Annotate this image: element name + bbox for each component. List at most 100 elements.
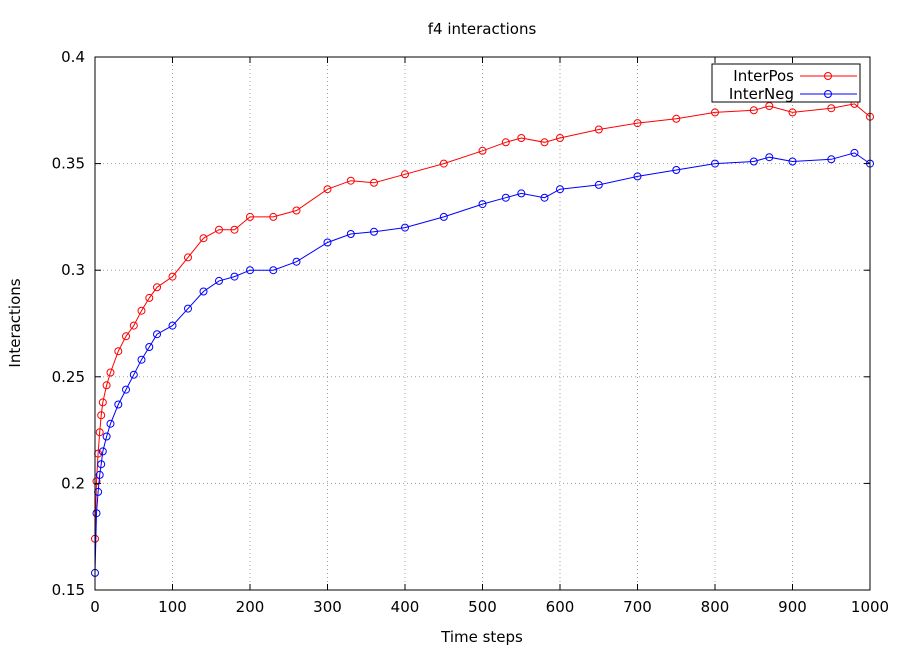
data-point-interpos <box>749 106 758 115</box>
data-point-interneg <box>323 238 332 247</box>
grid <box>95 57 870 590</box>
data-point-interpos <box>711 108 719 117</box>
data-point-interpos <box>168 272 177 281</box>
series-interpos <box>91 99 874 543</box>
x-tick-label: 0 <box>90 598 100 616</box>
chart-title: f4 interactions <box>428 20 537 38</box>
data-point-interneg <box>346 230 355 238</box>
data-point-interneg <box>765 153 774 162</box>
data-point-interneg <box>292 257 301 266</box>
x-tick-label: 500 <box>468 598 497 616</box>
series-line-interneg <box>94 152 871 573</box>
data-point-interneg <box>106 419 115 428</box>
data-point-interneg <box>501 193 510 202</box>
y-tick-label: 0.15 <box>52 581 85 599</box>
data-point-interneg <box>145 343 154 351</box>
data-point-interpos <box>517 134 526 142</box>
data-point-interneg <box>98 447 107 456</box>
x-tick-label: 300 <box>313 598 342 616</box>
data-point-interpos <box>92 477 101 486</box>
data-point-interneg <box>827 155 836 164</box>
data-point-interpos <box>184 253 192 262</box>
data-point-interpos <box>137 306 146 315</box>
data-point-interpos <box>370 178 378 187</box>
data-point-interpos <box>292 206 301 215</box>
data-point-interneg <box>114 400 123 409</box>
x-tick-labels: 0 100 200 300 400 500 600 700 800 900 1000 <box>90 598 889 616</box>
data-point-interneg <box>370 227 378 236</box>
data-point-interneg <box>129 370 138 379</box>
data-point-interneg <box>122 385 130 394</box>
y-tick-label: 0.2 <box>61 474 85 492</box>
data-point-interneg <box>517 189 526 198</box>
legend-box <box>711 63 861 103</box>
y-tick-labels: 0.15 0.2 0.25 0.3 0.35 0.4 <box>52 48 85 599</box>
data-point-interneg <box>711 159 719 168</box>
plot-frame <box>94 56 871 591</box>
data-point-interneg <box>102 432 111 441</box>
data-point-interpos <box>827 104 836 113</box>
data-point-interpos <box>199 234 208 243</box>
data-point-interpos <box>323 185 332 194</box>
x-tick-label: 200 <box>236 598 265 616</box>
data-point-interpos <box>153 283 161 292</box>
data-point-interneg <box>850 148 859 157</box>
data-point-interpos <box>95 428 104 437</box>
data-point-interpos <box>672 114 681 123</box>
data-point-interpos <box>478 146 487 155</box>
data-point-interneg <box>215 276 223 285</box>
data-point-interpos <box>633 119 642 128</box>
data-point-interneg <box>92 509 101 518</box>
data-point-interneg <box>672 166 681 174</box>
data-point-interpos <box>556 134 564 142</box>
data-point-interpos <box>122 332 130 341</box>
data-point-interneg <box>478 200 487 209</box>
data-point-interpos <box>97 411 106 420</box>
data-point-interneg <box>95 470 104 479</box>
data-point-interpos <box>215 225 223 234</box>
data-point-interneg <box>269 266 278 275</box>
data-point-interneg <box>153 330 161 339</box>
y-axis-label: Interactions <box>6 278 24 367</box>
data-point-interpos <box>346 176 355 185</box>
data-point-interpos <box>106 368 115 377</box>
data-point-interpos <box>501 138 510 147</box>
data-point-interpos <box>439 159 448 168</box>
y-tick-label: 0.3 <box>61 261 85 279</box>
data-point-interneg <box>184 304 192 313</box>
data-point-interpos <box>98 398 107 407</box>
x-tick-label: 800 <box>701 598 730 616</box>
data-point-interpos <box>145 293 154 302</box>
legend-label-interneg: InterNeg <box>729 85 794 103</box>
data-point-interneg <box>594 180 603 189</box>
data-point-interneg <box>168 321 177 330</box>
legend-label-interpos: InterPos <box>733 67 794 85</box>
data-point-interneg <box>439 212 448 221</box>
data-point-interneg <box>199 287 208 296</box>
data-point-interpos <box>114 347 123 356</box>
data-point-interneg <box>230 272 239 281</box>
data-point-interneg <box>401 223 409 232</box>
x-tick-label: 400 <box>391 598 420 616</box>
x-tick-label: 600 <box>546 598 575 616</box>
axis-ticks <box>94 56 871 591</box>
data-point-interpos <box>102 381 111 390</box>
data-point-interpos <box>246 212 254 221</box>
data-point-interneg <box>633 172 642 181</box>
data-point-interneg <box>540 193 549 202</box>
x-tick-label: 1000 <box>851 598 889 616</box>
x-tick-label: 100 <box>158 598 187 616</box>
data-point-interpos <box>269 212 278 221</box>
x-axis-label: Time steps <box>440 628 523 646</box>
data-point-interpos <box>129 321 138 330</box>
data-point-interneg <box>749 157 758 166</box>
data-point-interpos <box>230 225 239 234</box>
legend-marker-interneg <box>824 90 832 98</box>
data-point-interneg <box>556 185 564 194</box>
data-point-interpos <box>788 108 797 117</box>
legend-marker-interpos <box>824 72 832 80</box>
y-tick-label: 0.4 <box>61 48 85 66</box>
x-tick-label: 900 <box>778 598 807 616</box>
